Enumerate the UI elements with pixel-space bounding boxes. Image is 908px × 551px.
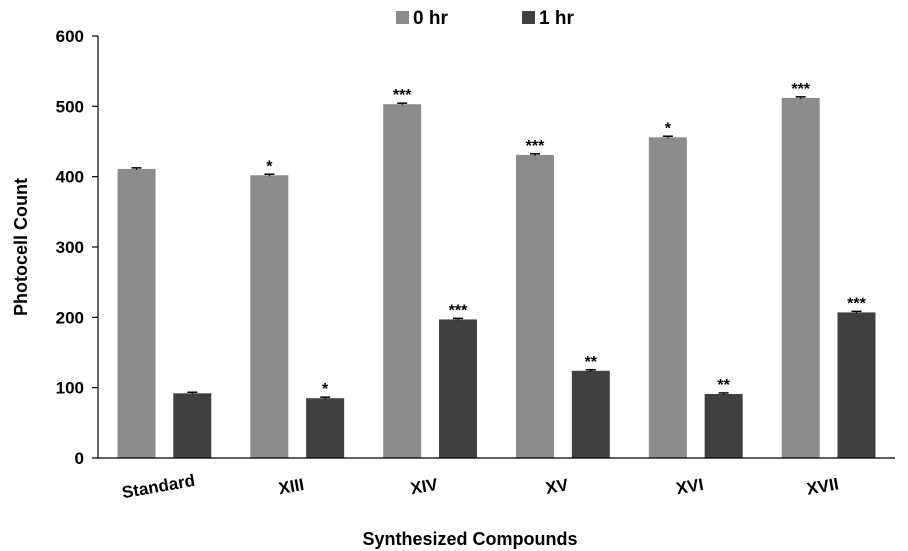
axes bbox=[97, 36, 895, 459]
significance-label: *** bbox=[847, 295, 866, 312]
significance-label: *** bbox=[526, 138, 545, 155]
significance-label: * bbox=[322, 381, 329, 398]
y-tick-label: 100 bbox=[56, 379, 84, 398]
y-tick-label: 600 bbox=[56, 27, 84, 46]
bars: ********************** bbox=[117, 81, 876, 459]
x-category-label: XVII bbox=[805, 474, 840, 498]
legend-swatch-1hr bbox=[522, 11, 535, 24]
significance-label: * bbox=[665, 120, 672, 137]
bar-0hr-xvii bbox=[781, 97, 820, 458]
bar-1hr-xiii bbox=[306, 398, 345, 458]
bar-0hr-standard bbox=[117, 168, 156, 458]
bar-1hr-xiv bbox=[438, 319, 477, 458]
y-axis-ticks: 0 100 200 300 400 500 600 bbox=[56, 27, 98, 468]
y-tick-label: 500 bbox=[56, 97, 84, 116]
significance-label: ** bbox=[717, 377, 730, 394]
legend-label-0hr: 0 hr bbox=[413, 8, 448, 29]
bar-1hr-xv bbox=[571, 370, 610, 458]
x-category-label: XIII bbox=[277, 475, 305, 498]
y-tick-label: 300 bbox=[56, 238, 84, 257]
y-tick-label: 200 bbox=[56, 308, 84, 327]
significance-label: *** bbox=[449, 302, 468, 319]
y-axis-title: Photocell Count bbox=[11, 178, 31, 316]
bar-0hr-xiii bbox=[250, 175, 289, 458]
y-tick-label: 0 bbox=[75, 449, 84, 468]
x-axis-categories: Standard XIII XIV XV XVI XVII bbox=[121, 471, 841, 503]
bar-0hr-xv bbox=[516, 154, 555, 458]
x-category-label: XIV bbox=[409, 475, 440, 499]
bar-0hr-xvi bbox=[648, 137, 687, 458]
legend-label-1hr: 1 hr bbox=[539, 8, 574, 29]
bar-1hr-standard bbox=[173, 393, 212, 458]
significance-label: *** bbox=[393, 87, 412, 104]
significance-label: * bbox=[266, 158, 273, 175]
x-category-label: XV bbox=[544, 475, 570, 498]
legend-swatch-0hr bbox=[396, 11, 409, 24]
legend: 0 hr 1 hr bbox=[396, 8, 574, 29]
x-category-label: XVI bbox=[675, 475, 705, 498]
x-category-label: Standard bbox=[121, 471, 197, 503]
y-tick-label: 400 bbox=[56, 168, 84, 187]
significance-label: *** bbox=[791, 81, 810, 98]
bar-1hr-xvii bbox=[837, 312, 876, 458]
bar-0hr-xiv bbox=[383, 104, 422, 459]
bar-1hr-xvi bbox=[704, 393, 743, 458]
x-axis-title: Synthesized Compounds bbox=[362, 529, 577, 549]
significance-label: ** bbox=[585, 354, 598, 371]
